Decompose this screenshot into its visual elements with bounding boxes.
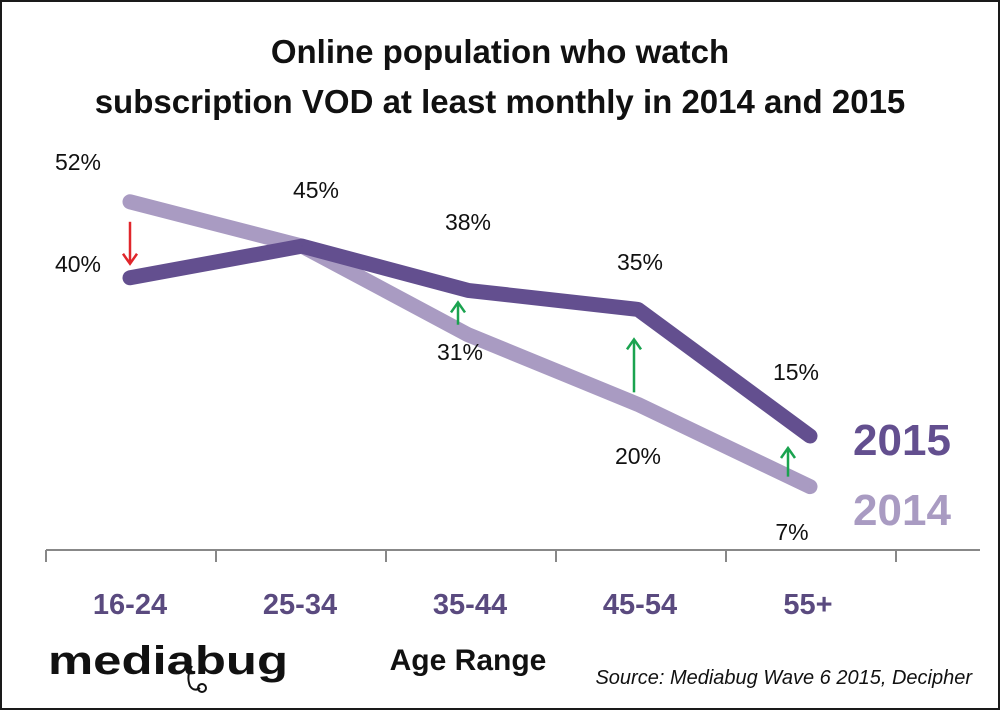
data-labels: 40% 45% 38% 35% 15% 52% 31% 20% 7% [55, 149, 819, 545]
mediabug-logo: mediabug [48, 639, 288, 693]
data-point-2014-16-24 [129, 200, 131, 203]
change-arrow-55+-up-icon [779, 445, 797, 477]
data-label-2014-16-24: 52% [55, 149, 101, 175]
category-labels: 16-24 25-34 35-44 45-54 55+ [93, 589, 833, 621]
category-label-35-44: 35-44 [433, 589, 507, 621]
category-label-45-54: 45-54 [603, 589, 677, 621]
data-label-2014-45-54: 20% [615, 443, 661, 469]
data-point-2015-16-24 [129, 276, 131, 279]
data-point-2015-45-54 [637, 308, 639, 311]
chart-title-line-1: Online population who watch [271, 33, 729, 70]
category-label-16-24: 16-24 [93, 589, 167, 621]
data-label-2015-25-34: 45% [293, 177, 339, 203]
data-point-2014-35-44 [467, 333, 469, 336]
legend-entry-2014: 2014 [853, 486, 951, 535]
data-point-2015-55+ [809, 435, 811, 437]
change-arrow-35-44-up-icon [449, 300, 467, 325]
x-axis-title: Age Range [390, 644, 547, 677]
headphone-cord-icon [187, 665, 201, 691]
data-label-2014-35-44: 31% [437, 339, 483, 365]
series-lines [122, 194, 818, 495]
data-label-2015-55+: 15% [773, 359, 819, 385]
legend: 2015 2014 [853, 416, 951, 535]
chart-title-line-2: subscription VOD at least monthly in 201… [95, 83, 906, 120]
category-label-25-34: 25-34 [263, 589, 337, 621]
data-label-2015-45-54: 35% [617, 249, 663, 275]
change-arrow-45-54-up-icon [625, 337, 643, 393]
data-point-2014-55+ [809, 485, 811, 488]
data-label-2015-16-24: 40% [55, 251, 101, 277]
change-arrow-16-24-down-icon [121, 221, 139, 266]
category-label-55+: 55+ [783, 589, 832, 621]
data-point-2015-35-44 [467, 289, 469, 292]
source-note: Source: Mediabug Wave 6 2015, Decipher [595, 667, 973, 689]
change-arrows [121, 221, 797, 477]
data-point-2014-45-54 [637, 403, 639, 406]
legend-entry-2015: 2015 [853, 416, 951, 465]
data-point-2015-25-34 [301, 245, 303, 248]
data-label-2015-35-44: 38% [445, 209, 491, 235]
headphone-plug-icon [197, 683, 207, 693]
data-label-2014-55+: 7% [775, 519, 808, 545]
logo-text: mediabug [48, 639, 288, 683]
x-axis [45, 549, 980, 562]
